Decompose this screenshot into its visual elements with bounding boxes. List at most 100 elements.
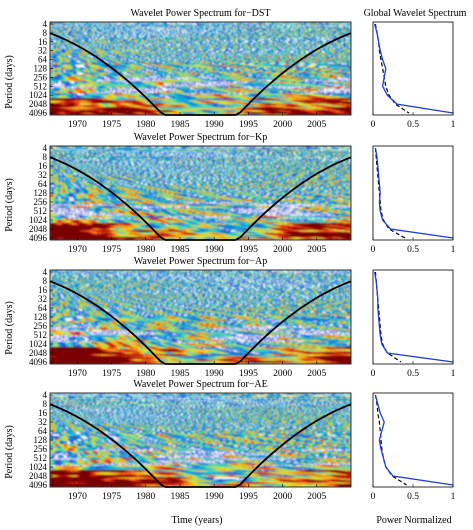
x-tick-label: 2005 xyxy=(307,369,326,379)
gws-frame xyxy=(372,145,454,241)
x-tick-label: 1980 xyxy=(136,245,155,255)
x-tick-label: 2005 xyxy=(307,245,326,255)
y-tick-label: 4 xyxy=(43,19,48,29)
y-tick-label: 8 xyxy=(43,28,48,38)
gws-frame xyxy=(372,21,454,116)
x-tick-label: 1990 xyxy=(205,369,224,379)
gws-title: Global Wavelet Spectrum xyxy=(364,8,467,19)
y-tick-label: 64 xyxy=(38,55,48,65)
x-tick-label: 1970 xyxy=(68,245,87,255)
gws-x-tick-label: 0 xyxy=(371,492,376,502)
gws-x-axis-label: Power Normalized xyxy=(376,515,451,526)
y-tick-label: 16 xyxy=(38,285,48,295)
panel-3: Wavelet Power Spectrum for−AE 48163264128… xyxy=(29,379,456,502)
x-tick-label: 1975 xyxy=(102,369,121,379)
y-tick-label: 64 xyxy=(38,179,48,189)
panel-title: Wavelet Power Spectrum for−Kp xyxy=(134,132,267,143)
y-tick-label: 2048 xyxy=(29,348,48,358)
gws-x-tick-label: 0.5 xyxy=(407,120,419,130)
panel-1: Wavelet Power Spectrum for−Kp 48163264128… xyxy=(29,132,456,255)
x-tick-label: 1970 xyxy=(68,369,87,379)
x-tick-label: 1990 xyxy=(205,492,224,502)
y-tick-label: 1024 xyxy=(29,90,48,100)
y-tick-label: 4096 xyxy=(29,233,48,243)
gws-power-line xyxy=(373,23,454,114)
y-tick-label: 512 xyxy=(34,206,48,216)
x-tick-label: 1995 xyxy=(239,120,258,130)
y-tick-label: 512 xyxy=(34,330,48,340)
y-axis-label: Period (days) xyxy=(4,55,15,109)
y-tick-label: 256 xyxy=(34,321,48,331)
x-tick-label: 2000 xyxy=(273,120,292,130)
x-tick-label: 2005 xyxy=(307,120,326,130)
gws-x-tick-label: 1 xyxy=(451,492,456,502)
y-tick-label: 512 xyxy=(34,453,48,463)
x-tick-label: 1990 xyxy=(205,120,224,130)
x-tick-label: 2000 xyxy=(273,245,292,255)
y-tick-label: 1024 xyxy=(29,339,48,349)
x-tick-label: 1985 xyxy=(170,120,189,130)
y-tick-label: 2048 xyxy=(29,471,48,481)
x-tick-label: 1985 xyxy=(170,492,189,502)
gws-x-tick-label: 0 xyxy=(371,245,376,255)
wavelet-power-map xyxy=(50,22,351,115)
y-tick-label: 128 xyxy=(34,435,48,445)
x-tick-label: 2000 xyxy=(273,369,292,379)
y-axis-label: Period (days) xyxy=(4,301,15,355)
gws-x-tick-label: 0 xyxy=(371,120,376,130)
panel-title: Wavelet Power Spectrum for−AE xyxy=(133,379,268,390)
panel-title: Wavelet Power Spectrum for−Ap xyxy=(134,256,267,267)
y-tick-label: 32 xyxy=(38,417,47,427)
gws-power-line xyxy=(374,394,454,486)
y-axis-label: Period (days) xyxy=(4,178,15,232)
y-tick-label: 4096 xyxy=(29,357,48,367)
y-tick-label: 16 xyxy=(38,161,48,171)
gws-x-tick-label: 1 xyxy=(451,120,456,130)
x-tick-label: 1990 xyxy=(205,245,224,255)
y-tick-label: 4096 xyxy=(29,480,48,490)
y-tick-label: 128 xyxy=(34,64,48,74)
y-tick-label: 8 xyxy=(43,399,48,409)
y-tick-label: 8 xyxy=(43,276,48,286)
y-tick-label: 256 xyxy=(34,72,48,82)
y-tick-label: 4 xyxy=(43,143,48,153)
y-tick-label: 1024 xyxy=(29,462,48,472)
y-tick-label: 64 xyxy=(38,303,48,313)
y-tick-label: 32 xyxy=(38,46,47,56)
x-tick-label: 1995 xyxy=(239,245,258,255)
gws-power-line xyxy=(373,271,454,363)
x-tick-label: 1995 xyxy=(239,492,258,502)
gws-power-line xyxy=(374,147,454,239)
y-tick-label: 2048 xyxy=(29,99,48,109)
y-axis-label: Period (days) xyxy=(4,425,15,479)
gws-x-tick-label: 0.5 xyxy=(407,492,419,502)
wavelet-power-map xyxy=(50,146,351,240)
y-tick-label: 4 xyxy=(43,390,48,400)
y-tick-label: 128 xyxy=(34,312,48,322)
x-tick-label: 1975 xyxy=(102,120,121,130)
gws-x-tick-label: 0.5 xyxy=(407,245,419,255)
x-tick-label: 1970 xyxy=(68,120,87,130)
y-tick-label: 8 xyxy=(43,152,48,162)
gws-frame xyxy=(372,269,454,365)
panel-2: Wavelet Power Spectrum for−Ap 48163264128… xyxy=(29,256,456,379)
gws-frame xyxy=(372,392,454,488)
gws-significance-line xyxy=(374,147,406,239)
y-tick-label: 16 xyxy=(38,37,48,47)
x-tick-label: 1980 xyxy=(136,369,155,379)
panel-0: Wavelet Power Spectrum for−DST4816326412… xyxy=(29,8,467,130)
y-tick-label: 512 xyxy=(34,81,48,91)
x-tick-label: 1975 xyxy=(102,245,121,255)
x-axis-label: Time (years) xyxy=(171,515,222,526)
panel-title: Wavelet Power Spectrum for−DST xyxy=(130,8,270,19)
y-tick-label: 32 xyxy=(38,294,47,304)
gws-x-tick-label: 1 xyxy=(451,245,456,255)
wavelet-power-map xyxy=(50,393,351,487)
y-tick-label: 256 xyxy=(34,444,48,454)
y-tick-label: 256 xyxy=(34,197,48,207)
y-tick-label: 4 xyxy=(43,267,48,277)
x-tick-label: 1970 xyxy=(68,492,87,502)
x-tick-label: 1995 xyxy=(239,369,258,379)
y-tick-label: 4096 xyxy=(29,108,48,118)
